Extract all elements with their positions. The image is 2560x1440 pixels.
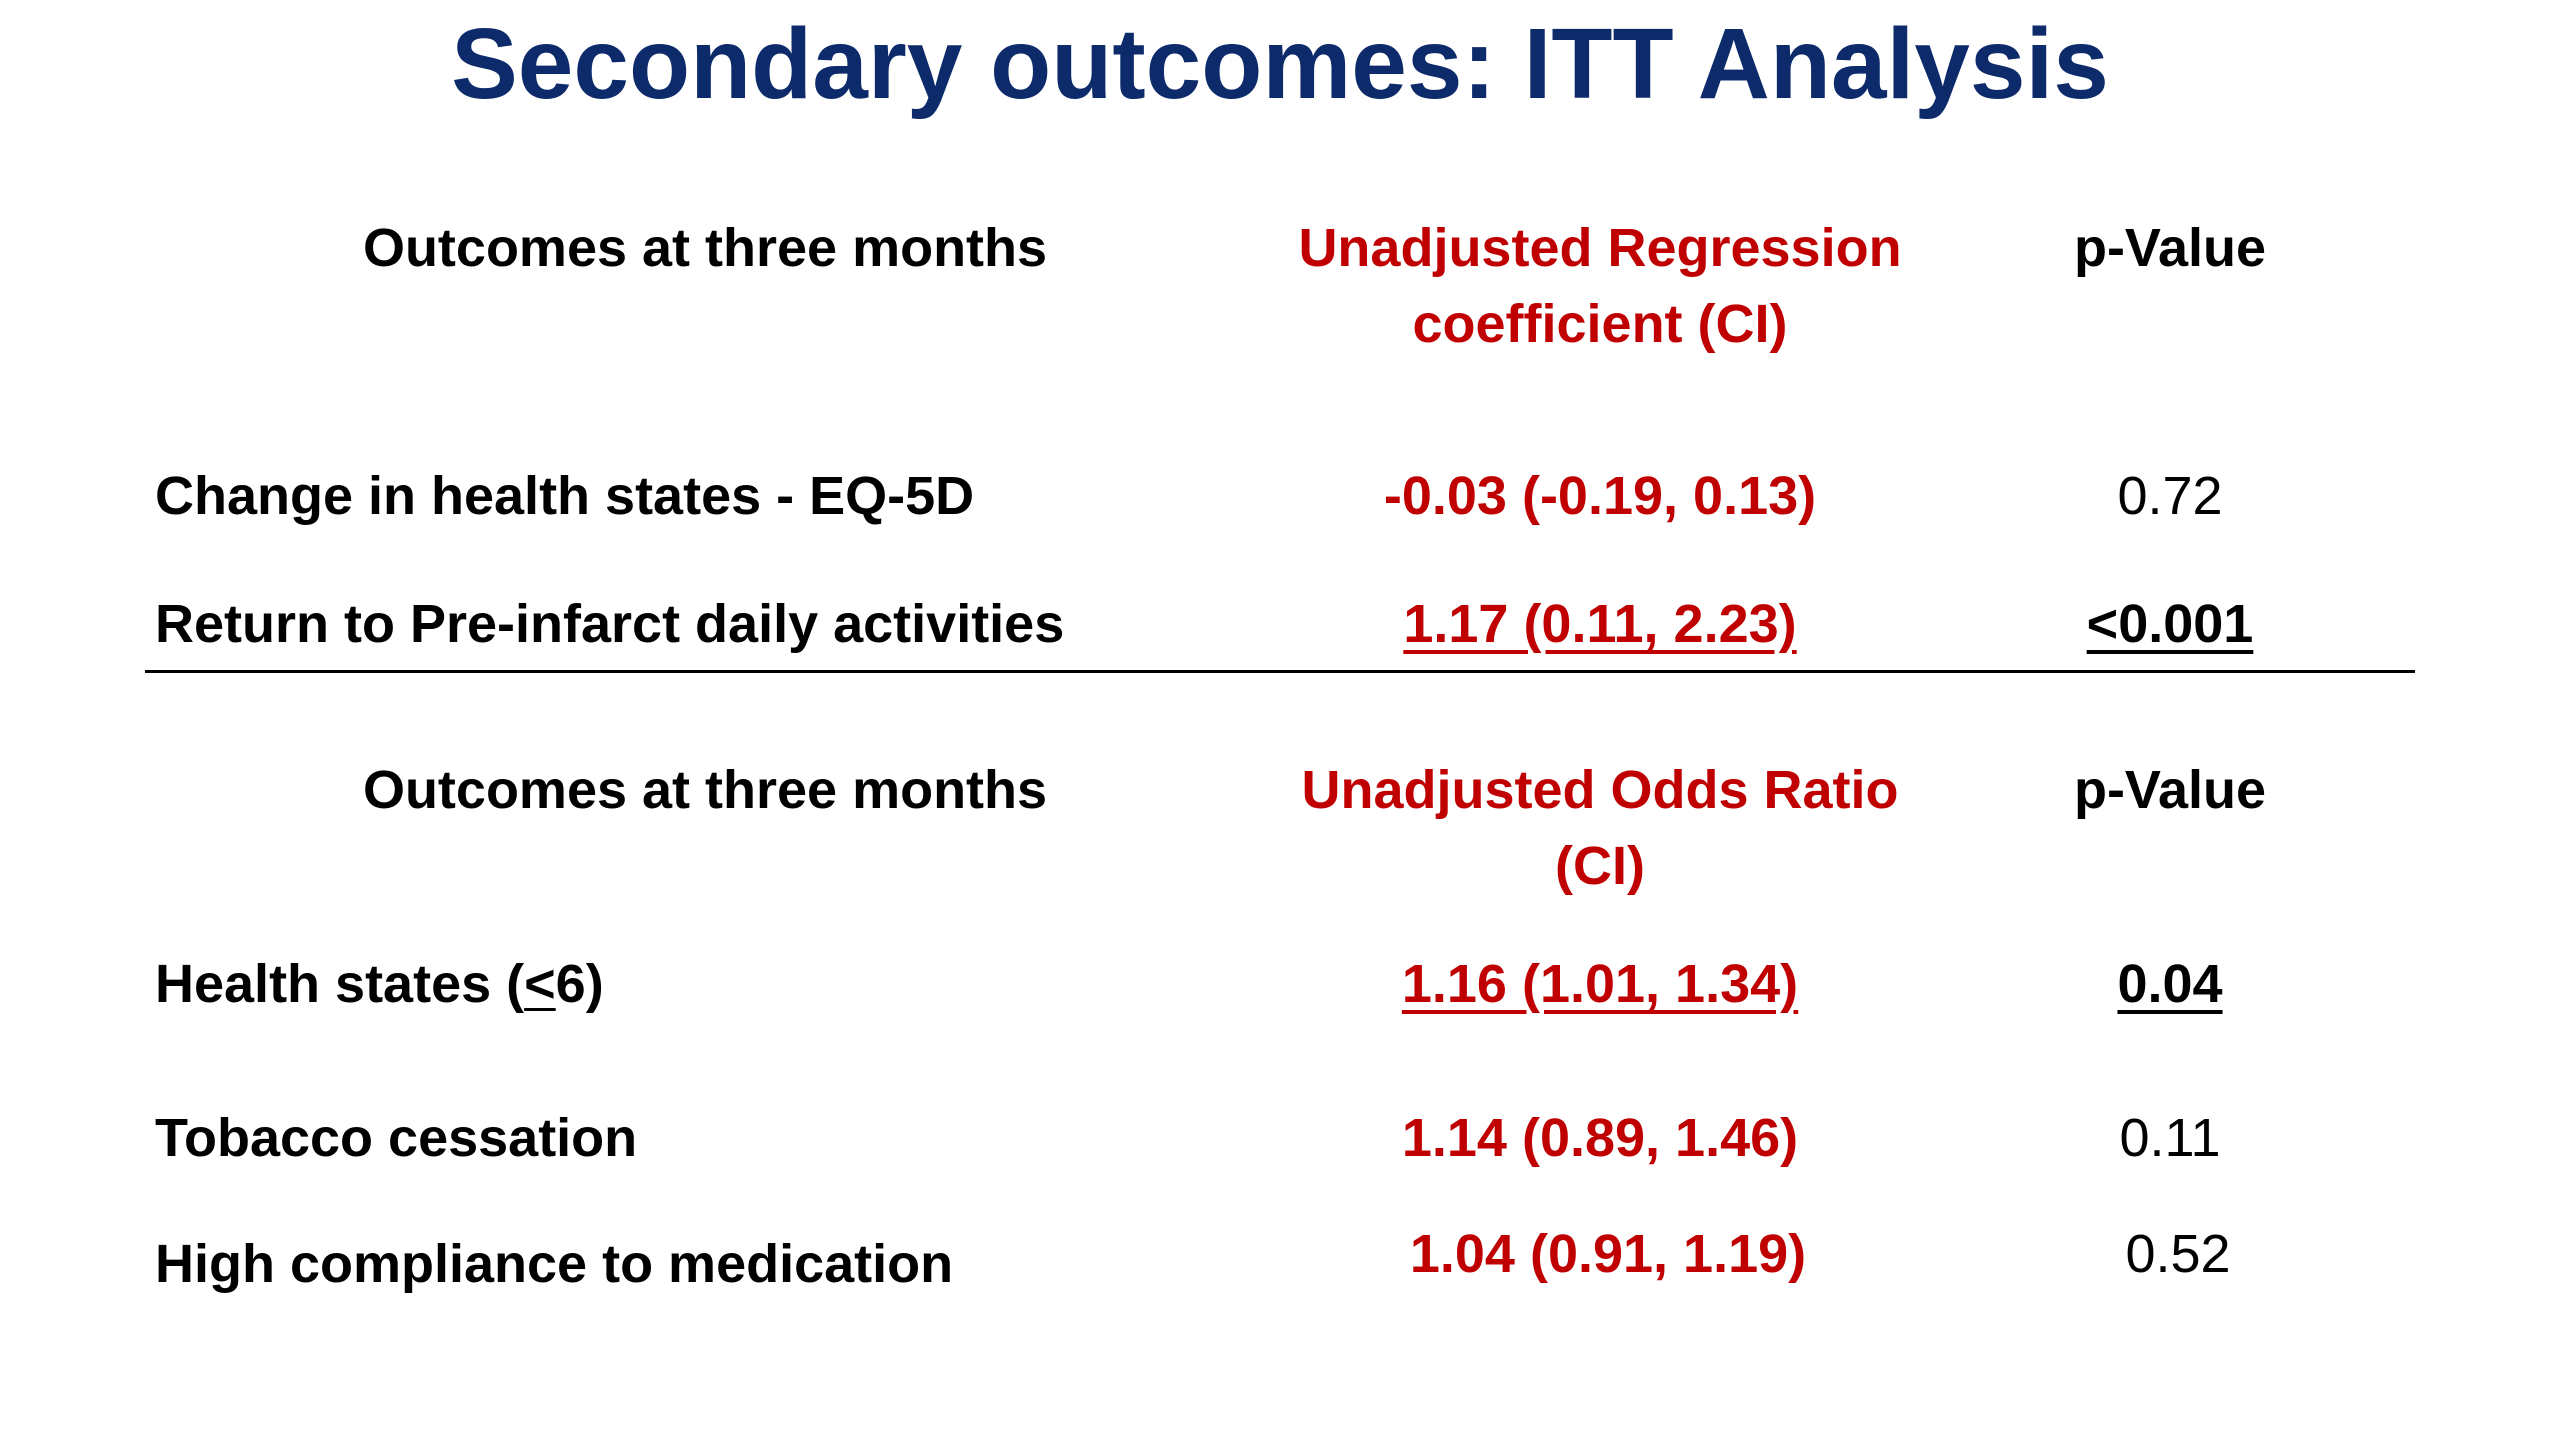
table2-header-estimate-line1: Unadjusted Odds Ratio (1301, 760, 1899, 820)
table2-row1-outcome: Health states (<6) (155, 946, 1255, 1022)
table2-row2-pvalue: 0.11 (2119, 1108, 2221, 1168)
table1-row2-pvalue: <0.001 (2086, 594, 2254, 654)
table1-row1-estimate: -0.03 (-0.19, 0.13) (1383, 466, 1817, 526)
table1-row2-estimate-wrap: 1.17 (0.11, 2.23) (1260, 586, 1940, 662)
table2-row2-outcome: Tobacco cessation (155, 1108, 638, 1168)
table2-row1-outcome-symbol: < (524, 954, 556, 1014)
table2-row1-pvalue: 0.04 (2117, 954, 2223, 1014)
table1-row2-pvalue-wrap: <0.001 (1960, 586, 2380, 662)
table2-row1-outcome-suffix: 6) (555, 954, 604, 1014)
table1-header-estimate-line2: coefficient (CI) (1412, 294, 1788, 354)
table2-row1-estimate: 1.16 (1.01, 1.34) (1401, 954, 1799, 1014)
table2-header-pvalue: p-Value (2073, 760, 2267, 820)
table1-row1-outcome: Change in health states - EQ-5D (155, 466, 975, 526)
table2-header-estimate-line2: (CI) (1555, 836, 1645, 896)
table1-row2-outcome: Return to Pre-infarct daily activities (155, 594, 1065, 654)
table1-header-estimate-line1: Unadjusted Regression (1298, 218, 1902, 278)
table-divider (145, 670, 2415, 673)
table2-row3-outcome: High compliance to medication (155, 1234, 954, 1294)
slide-title: Secondary outcomes: ITT Analysis (451, 8, 2109, 120)
table2-row1-pvalue-wrap: 0.04 (1960, 946, 2380, 1022)
table1-header-pvalue: p-Value (2073, 218, 2267, 278)
table2-row1-outcome-prefix: Health states ( (155, 954, 525, 1014)
table1-header-outcome: Outcomes at three months (362, 218, 1048, 278)
table2-row2-estimate: 1.14 (0.89, 1.46) (1401, 1108, 1799, 1168)
table1-row1-pvalue: 0.72 (2117, 466, 2223, 526)
table2-row3-pvalue: 0.52 (2125, 1224, 2231, 1284)
table1-row2-estimate: 1.17 (0.11, 2.23) (1403, 594, 1797, 654)
table2-row3-estimate: 1.04 (0.91, 1.19) (1409, 1224, 1807, 1284)
table2-header-outcome: Outcomes at three months (362, 760, 1048, 820)
table2-row1-estimate-wrap: 1.16 (1.01, 1.34) (1260, 946, 1940, 1022)
